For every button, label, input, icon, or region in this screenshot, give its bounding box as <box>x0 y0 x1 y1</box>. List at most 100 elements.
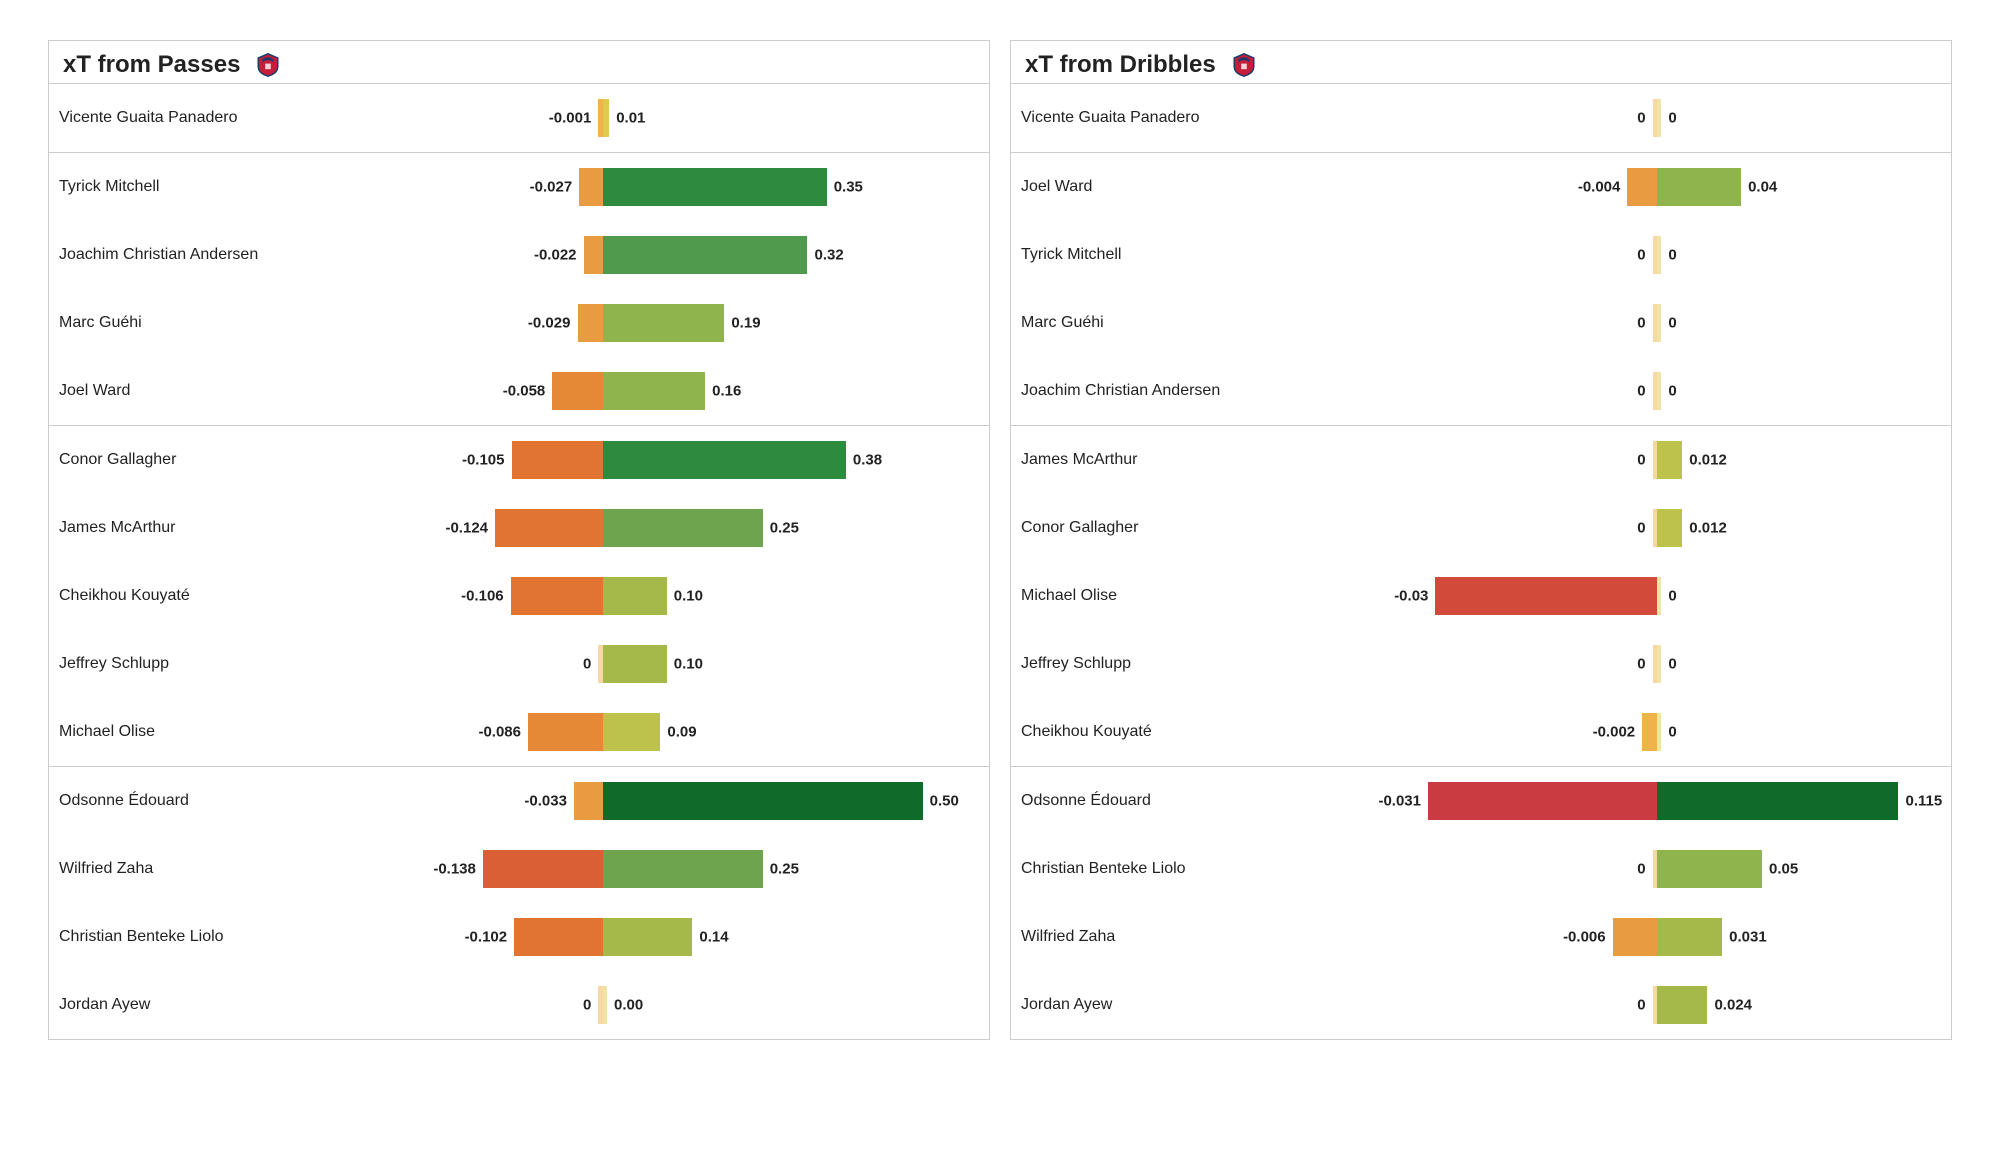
player-name: Michael Olise <box>59 723 269 741</box>
value-negative: 0 <box>1637 383 1645 400</box>
player-group: Odsonne Édouard -0.031 0.115 Christian Bent… <box>1011 767 1951 1039</box>
player-name: James McArthur <box>1021 451 1231 469</box>
bar-positive <box>603 372 705 410</box>
value-positive: 0.01 <box>616 110 645 127</box>
player-name: Vicente Guaita Panadero <box>59 109 269 127</box>
bar-area: 00 <box>1231 357 1941 425</box>
value-positive: 0 <box>1668 247 1676 264</box>
value-positive: 0 <box>1668 588 1676 605</box>
bar-area: 00.10 <box>269 630 979 698</box>
value-positive: 0.35 <box>834 179 863 196</box>
value-positive: 0.19 <box>731 315 760 332</box>
player-row: Tyrick Mitchell00 <box>1011 221 1951 289</box>
club-crest-icon <box>254 52 282 78</box>
bar-positive <box>1657 986 1707 1024</box>
bar-positive <box>1657 304 1661 342</box>
bar-positive <box>1657 645 1661 683</box>
bar-area: 00 <box>1231 289 1941 357</box>
player-row: Odsonne Édouard -0.031 0.115 <box>1011 767 1951 835</box>
value-positive: 0.38 <box>853 452 882 469</box>
bar-negative <box>579 168 602 206</box>
value-positive: 0.012 <box>1689 452 1727 469</box>
bar-area: 00.05 <box>1231 835 1941 903</box>
bar-negative <box>528 713 603 751</box>
value-negative: 0 <box>583 997 591 1014</box>
player-row: Michael Olise-0.030 <box>1011 562 1951 630</box>
player-group: Odsonne Édouard-0.0330.50Wilfried Zaha-0… <box>49 767 989 1039</box>
player-name: Michael Olise <box>1021 587 1231 605</box>
player-name: Vicente Guaita Panadero <box>1021 109 1231 127</box>
player-group: Tyrick Mitchell-0.0270.35Joachim Christi… <box>49 153 989 426</box>
bar-area: -0.0010.01 <box>269 84 979 152</box>
bar-negative <box>514 918 602 956</box>
bar-area: -0.1060.10 <box>269 562 979 630</box>
value-positive: 0.50 <box>930 793 959 810</box>
value-negative: -0.138 <box>433 861 476 878</box>
bar-negative <box>1613 918 1657 956</box>
bar-area: 00 <box>1231 630 1941 698</box>
panel-title: xT from Dribbles <box>1025 51 1216 79</box>
player-row: Joachim Christian Andersen-0.0220.32 <box>49 221 989 289</box>
value-positive: 0.012 <box>1689 520 1727 537</box>
bar-area: -0.0270.35 <box>269 153 979 221</box>
value-positive: 0.10 <box>674 588 703 605</box>
bar-area: -0.105 0.38 <box>269 426 979 494</box>
player-name: Cheikhou Kouyaté <box>59 587 269 605</box>
value-positive: 0 <box>1668 724 1676 741</box>
bar-positive <box>1657 918 1722 956</box>
bar-positive <box>603 509 763 547</box>
value-positive: 0.25 <box>770 861 799 878</box>
value-negative: 0 <box>1637 997 1645 1014</box>
bar-negative <box>584 236 603 274</box>
player-group: Joel Ward-0.0040.04Tyrick Mitchell00Marc… <box>1011 153 1951 426</box>
bar-positive <box>603 713 661 751</box>
bar-positive <box>603 304 725 342</box>
bar-positive <box>1657 713 1661 751</box>
value-negative: 0 <box>1637 520 1645 537</box>
bar-negative <box>1428 782 1657 820</box>
value-positive: 0.024 <box>1714 997 1752 1014</box>
bar-positive <box>1657 372 1661 410</box>
value-negative: -0.105 <box>462 452 505 469</box>
bar-area: 00.012 <box>1231 426 1941 494</box>
player-name: Marc Guéhi <box>59 314 269 332</box>
player-row: Vicente Guaita Panadero-0.0010.01 <box>49 84 989 152</box>
bar-negative <box>511 577 603 615</box>
player-group: James McArthur00.012Conor Gallagher00.01… <box>1011 426 1951 767</box>
player-name: Joachim Christian Andersen <box>1021 382 1231 400</box>
value-positive: 0.09 <box>667 724 696 741</box>
player-row: Cheikhou Kouyaté-0.0020 <box>1011 698 1951 766</box>
player-name: Wilfried Zaha <box>1021 928 1231 946</box>
club-crest-icon <box>1230 52 1258 78</box>
value-negative: 0 <box>1637 861 1645 878</box>
player-row: Conor Gallagher00.012 <box>1011 494 1951 562</box>
value-negative: -0.102 <box>465 929 508 946</box>
player-group: Vicente Guaita Panadero00 <box>1011 84 1951 153</box>
value-positive: 0.10 <box>674 656 703 673</box>
player-name: Christian Benteke Liolo <box>1021 860 1231 878</box>
player-row: Joachim Christian Andersen00 <box>1011 357 1951 425</box>
bar-positive <box>1657 236 1661 274</box>
value-positive: 0.32 <box>815 247 844 264</box>
bar-area: -0.0020 <box>1231 698 1941 766</box>
bar-positive <box>1657 782 1898 820</box>
player-row: Odsonne Édouard-0.0330.50 <box>49 767 989 835</box>
bar-area: -0.033 0.50 <box>269 767 979 835</box>
bar-positive <box>1657 441 1682 479</box>
bar-area: -0.138 0.25 <box>269 835 979 903</box>
value-positive: 0.115 <box>1906 793 1943 810</box>
player-row: James McArthur-0.1240.25 <box>49 494 989 562</box>
player-row: Marc Guéhi-0.0290.19 <box>49 289 989 357</box>
value-positive: 0 <box>1668 110 1676 127</box>
bar-negative <box>512 441 603 479</box>
value-negative: -0.031 <box>1378 793 1421 810</box>
bar-positive <box>603 782 923 820</box>
bar-area: -0.1240.25 <box>269 494 979 562</box>
bar-area: -0.0060.031 <box>1231 903 1941 971</box>
player-name: Wilfried Zaha <box>59 860 269 878</box>
bar-positive <box>603 441 846 479</box>
player-name: Odsonne Édouard <box>1021 792 1231 810</box>
value-negative: -0.033 <box>524 793 567 810</box>
bar-positive <box>603 918 693 956</box>
player-name: Joel Ward <box>1021 178 1231 196</box>
